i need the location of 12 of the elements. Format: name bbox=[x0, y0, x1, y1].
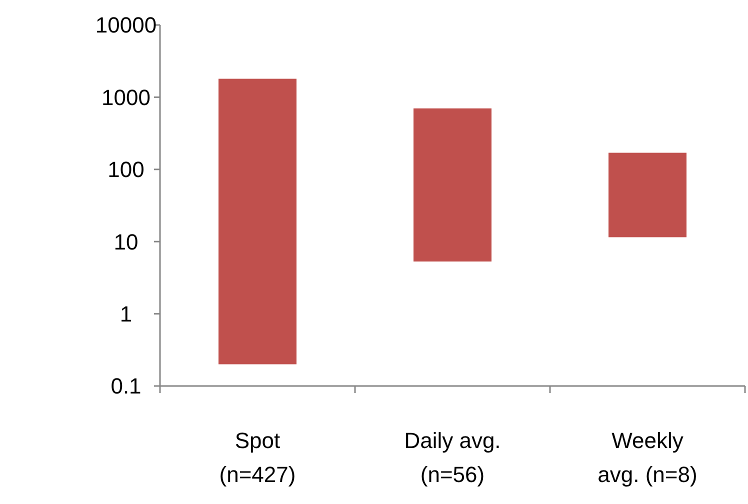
y-tick-label: 10000 bbox=[95, 12, 157, 38]
y-tick-label: 1000 bbox=[102, 84, 150, 110]
y-tick-label: 0.1 bbox=[110, 374, 142, 399]
y-tick-label: 100 bbox=[108, 157, 144, 182]
bar bbox=[414, 108, 492, 262]
y-tick-label: 10 bbox=[114, 229, 138, 254]
bar bbox=[608, 152, 686, 238]
x-tick-label: Weekly avg. (n=8) bbox=[598, 428, 698, 487]
x-tick-label: Spot (n=427) bbox=[219, 428, 296, 487]
bar bbox=[218, 78, 296, 364]
x-tick-label: Daily avg. (n=56) bbox=[404, 428, 501, 487]
y-tick-label: 1 bbox=[120, 302, 132, 326]
